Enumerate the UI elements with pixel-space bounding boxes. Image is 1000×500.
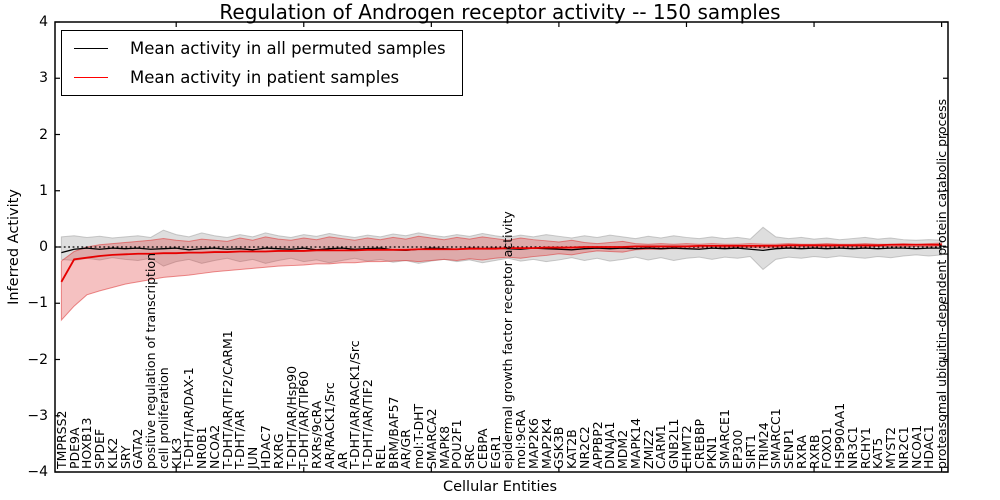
- x-category-label: MAP2K6: [525, 418, 541, 469]
- x-category-label: NR2C2: [576, 426, 592, 469]
- legend-line-sample-permuted: [74, 48, 108, 49]
- legend-label-patient: Mean activity in patient samples: [130, 68, 400, 87]
- x-category-label: REL: [372, 445, 388, 469]
- x-category-label: CEBPA: [474, 428, 490, 470]
- y-tick-label: −2: [27, 351, 48, 368]
- legend: Mean activity in all permuted samples Me…: [61, 30, 463, 96]
- x-category-label: SIRT1: [742, 434, 758, 469]
- x-category-label: MAPK14: [627, 418, 643, 469]
- x-axis-label: Cellular Entities: [442, 479, 558, 495]
- x-category-label: TMPRSS2: [53, 410, 69, 469]
- y-tick-label: −1: [27, 295, 48, 312]
- y-tick-label: −4: [27, 464, 48, 480]
- x-category-label: proteasomal ubiquitin-dependent protein …: [934, 98, 950, 469]
- x-category-label: NR3C1: [844, 426, 860, 469]
- y-tick-label: 2: [39, 126, 48, 143]
- legend-item-permuted: Mean activity in all permuted samples: [74, 34, 446, 63]
- legend-line-sample-patient: [74, 77, 108, 78]
- x-category-label: NR2C1: [895, 426, 911, 469]
- x-category-label: NCOA2: [206, 424, 222, 469]
- chart-title: Regulation of Androgen receptor activity…: [219, 0, 781, 24]
- patient-mean-line: [60, 243, 942, 283]
- x-category-label: SMARCA2: [423, 408, 439, 469]
- legend-label-permuted: Mean activity in all permuted samples: [130, 39, 446, 58]
- x-category-label: RXRA: [793, 435, 809, 469]
- y-tick-label: 3: [39, 70, 48, 87]
- x-category-label: AR/RACK1/Src: [321, 382, 337, 469]
- y-tick-label: 0: [39, 239, 48, 255]
- y-tick-label: 1: [39, 182, 48, 199]
- patient-samples-range: [60, 235, 943, 322]
- legend-item-patient: Mean activity in patient samples: [74, 63, 446, 92]
- x-category-label: RXRG: [270, 433, 286, 469]
- y-tick-label: 4: [39, 14, 48, 30]
- y-tick-label: −3: [27, 407, 48, 424]
- x-category-label: KLK2: [104, 437, 120, 469]
- x-category-label: cell proliferation: [155, 367, 171, 469]
